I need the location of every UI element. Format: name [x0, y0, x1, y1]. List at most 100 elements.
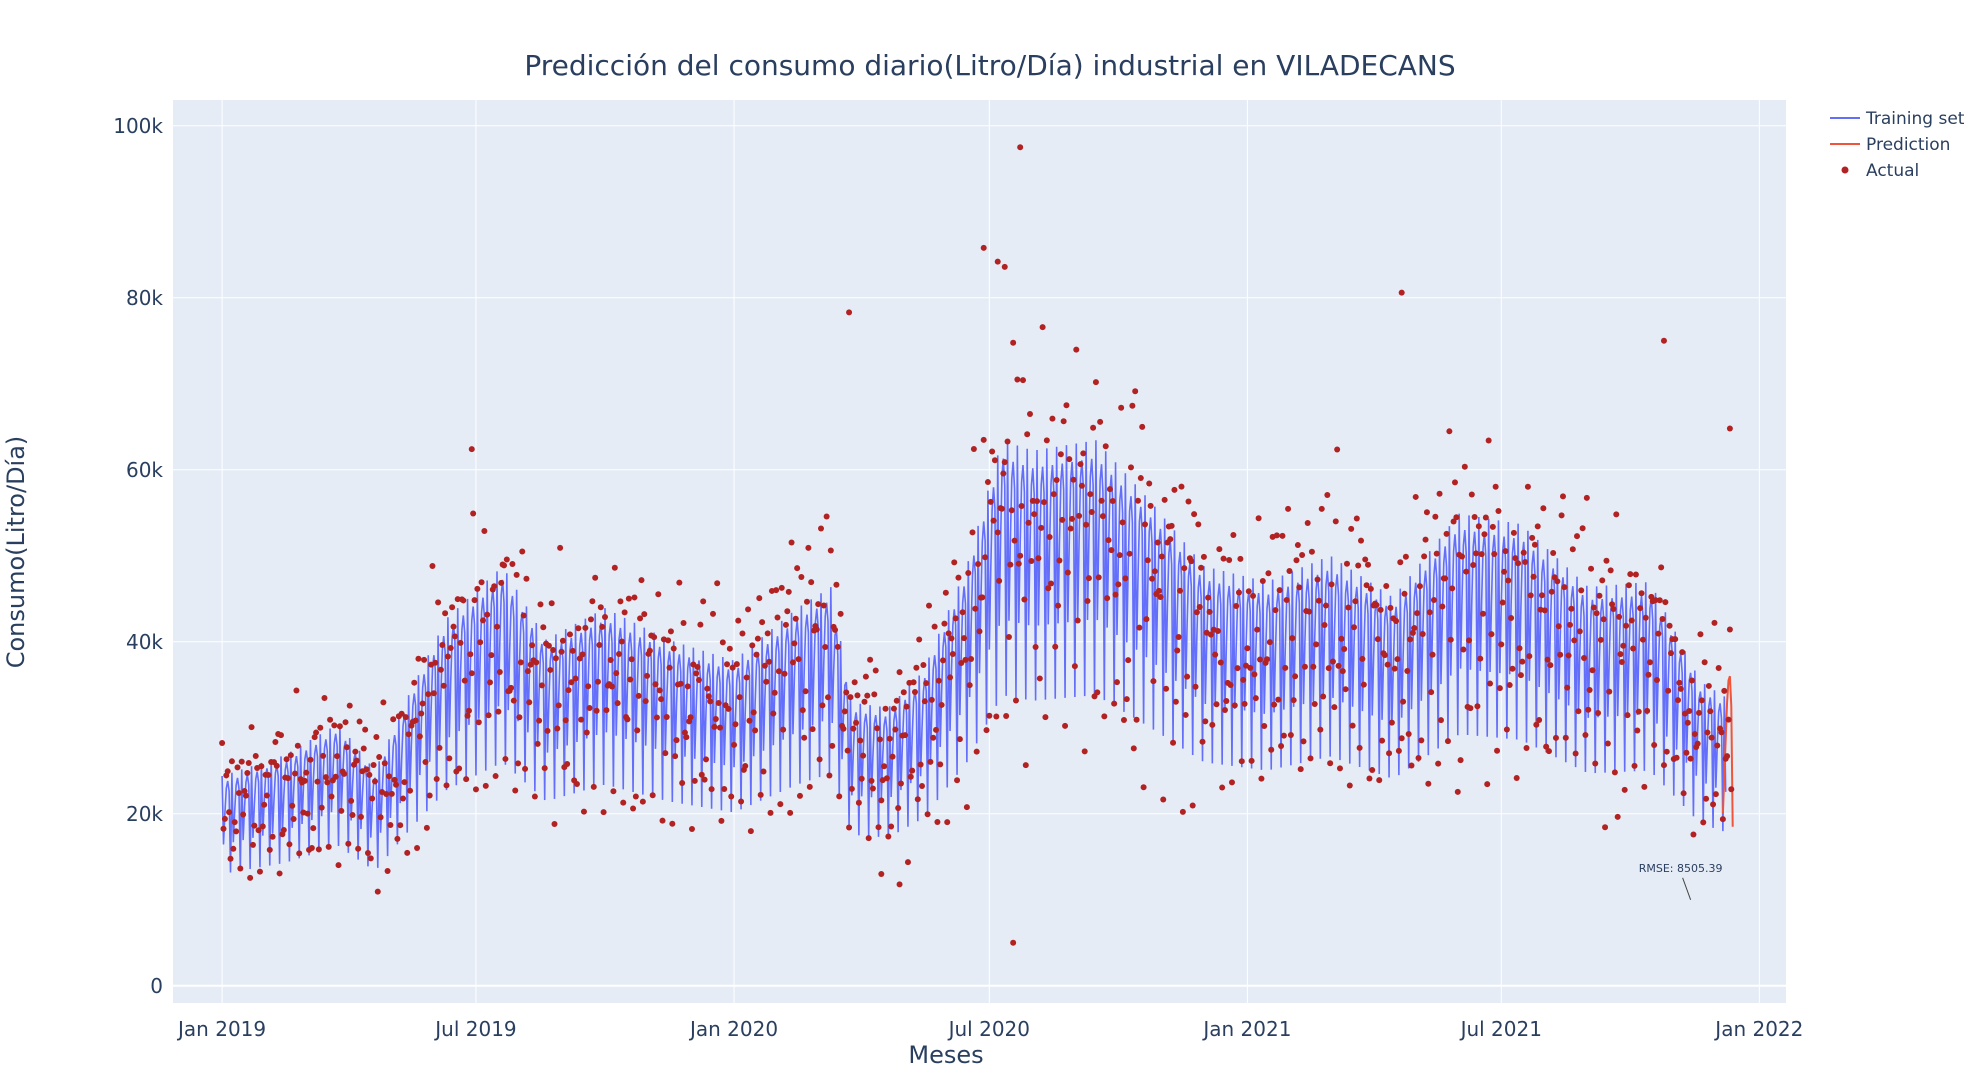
actual-point: [1710, 801, 1717, 808]
actual-point: [787, 809, 794, 816]
actual-point: [1513, 775, 1520, 782]
actual-point: [593, 707, 600, 714]
actual-point: [589, 598, 596, 605]
actual-point: [1067, 525, 1074, 532]
legend-item-actual[interactable]: Actual: [1841, 161, 1920, 181]
actual-point: [415, 655, 422, 662]
actual-point: [634, 727, 641, 734]
actual-point: [1574, 533, 1581, 540]
actual-point: [1474, 703, 1481, 710]
actual-point: [1383, 583, 1390, 589]
actual-point: [1393, 618, 1400, 625]
actual-point: [1599, 577, 1606, 584]
actual-point: [750, 709, 757, 716]
actual-point: [662, 750, 669, 757]
actual-point: [248, 724, 255, 731]
actual-point: [1564, 684, 1571, 691]
actual-point: [1433, 550, 1440, 557]
actual-point: [1719, 816, 1726, 823]
actual-point: [1603, 557, 1610, 564]
actual-point: [503, 556, 510, 563]
actual-point: [1559, 493, 1566, 500]
actual-point: [1306, 608, 1313, 615]
actual-point: [705, 693, 712, 700]
actual-point: [416, 733, 423, 740]
actual-point: [422, 758, 429, 765]
actual-point: [600, 809, 607, 816]
actual-point: [1130, 745, 1137, 752]
actual-point: [1038, 524, 1045, 531]
actual-point: [1261, 723, 1268, 730]
actual-point: [1189, 802, 1196, 809]
actual-point: [1001, 263, 1008, 270]
actual-point: [1336, 765, 1343, 772]
actual-point: [927, 758, 934, 765]
legend[interactable]: Training set Prediction Actual: [1830, 109, 1965, 181]
actual-point: [1595, 710, 1602, 717]
actual-point: [973, 748, 980, 755]
actual-point: [1366, 775, 1373, 782]
actual-point: [1502, 548, 1509, 555]
actual-point: [869, 785, 876, 792]
y-tick-label: 60k: [126, 458, 163, 482]
actual-point: [1694, 740, 1701, 747]
actual-point: [1287, 732, 1294, 738]
actual-point: [774, 614, 781, 621]
actual-point: [994, 258, 1001, 265]
actual-point: [376, 754, 383, 761]
actual-point: [941, 620, 948, 627]
legend-item-training-set[interactable]: Training set: [1830, 109, 1965, 129]
actual-point: [1412, 493, 1419, 500]
actual-point: [1205, 594, 1212, 601]
actual-point: [1296, 584, 1303, 591]
actual-point: [548, 600, 555, 607]
actual-point: [534, 740, 541, 747]
actual-point: [616, 651, 623, 657]
actual-point: [369, 795, 376, 802]
actual-point: [1700, 819, 1707, 826]
actual-point: [1516, 645, 1523, 652]
y-tick-label: 80k: [126, 286, 163, 310]
legend-item-prediction[interactable]: Prediction: [1830, 135, 1950, 155]
actual-point: [832, 626, 839, 633]
legend-label: Actual: [1866, 161, 1919, 181]
actual-point: [1338, 635, 1345, 642]
actual-point: [314, 778, 321, 785]
actual-point: [1212, 651, 1219, 658]
actual-point: [1630, 645, 1637, 652]
actual-point: [907, 773, 914, 780]
actual-point: [847, 694, 854, 701]
actual-point: [1725, 716, 1732, 723]
actual-point: [1171, 486, 1178, 493]
actual-point: [1379, 737, 1386, 744]
actual-point: [1494, 747, 1501, 754]
actual-point: [653, 714, 660, 721]
actual-point: [1586, 686, 1593, 693]
actual-point: [816, 756, 823, 763]
actual-point: [903, 703, 910, 710]
actual-point: [1012, 697, 1019, 704]
actual-point: [249, 841, 256, 848]
actual-point: [904, 859, 911, 866]
actual-point: [241, 788, 248, 795]
actual-point: [255, 827, 262, 834]
actual-point: [552, 655, 559, 662]
actual-point: [430, 690, 437, 697]
actual-point: [1120, 716, 1127, 723]
actual-point: [1418, 737, 1425, 744]
actual-point: [234, 764, 241, 771]
actual-point: [1526, 653, 1533, 660]
plot-area[interactable]: [219, 144, 1735, 946]
actual-point: [1069, 515, 1076, 522]
actual-point: [1395, 747, 1402, 754]
actual-point: [1540, 505, 1547, 512]
actual-point: [1010, 339, 1017, 346]
actual-point: [1133, 716, 1140, 723]
actual-point: [1109, 497, 1116, 504]
actual-point: [338, 807, 345, 814]
actual-point: [1132, 388, 1139, 395]
actual-point: [846, 309, 853, 316]
actual-point: [477, 639, 484, 646]
actual-point: [1251, 671, 1258, 678]
actual-point: [1076, 512, 1083, 519]
